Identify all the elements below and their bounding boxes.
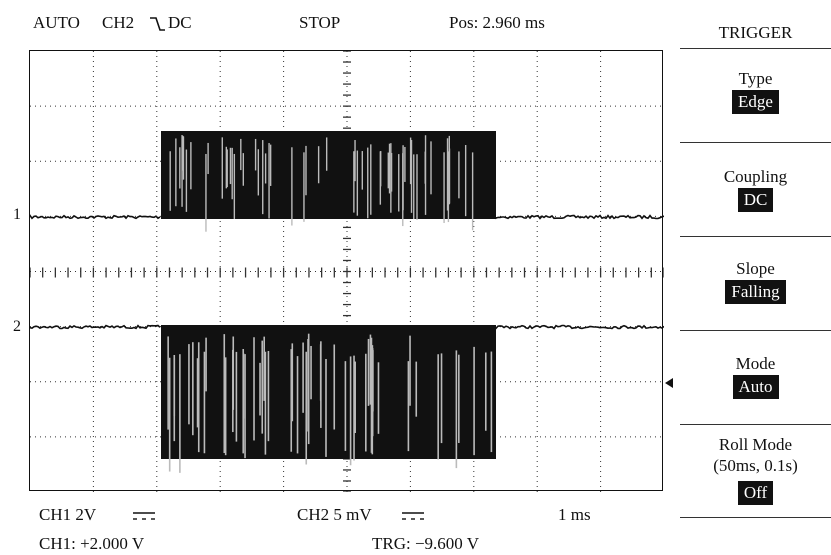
ch2-scale-label: CH2 5 mV [297, 505, 372, 524]
menu-item-mode-label: Mode [735, 354, 776, 373]
trigger-mode-label: AUTO [33, 13, 80, 32]
menu-divider [680, 236, 831, 237]
menu-item-roll-mode-label: Roll Mode [718, 435, 793, 454]
menu-divider [680, 424, 831, 425]
ch1-offset-label: CH1: +2.000 V [39, 534, 145, 553]
menu-item-mode[interactable]: Mode Auto [680, 353, 831, 399]
ch2-baseline-trace [30, 324, 161, 330]
menu-item-coupling[interactable]: Coupling DC [680, 166, 831, 212]
menu-item-roll-mode[interactable]: Roll Mode (50ms, 0.1s) Off [680, 434, 831, 505]
trigger-level-marker-icon [665, 378, 673, 388]
menu-item-slope-label: Slope [736, 259, 775, 278]
timebase-label: 1 ms [558, 505, 591, 524]
menu-item-slope-value: Falling [725, 280, 786, 304]
menu-divider [680, 48, 831, 49]
menu-item-coupling-label: Coupling [723, 167, 788, 186]
ch1-ground-marker: 1 [13, 206, 21, 223]
trigger-menu-title: TRIGGER [680, 22, 831, 43]
trigger-level-label: TRG: −9.600 V [372, 534, 480, 553]
menu-divider [680, 330, 831, 331]
ch2-ground-marker: 2 [13, 318, 21, 335]
ch2-burst-block [161, 325, 496, 459]
menu-item-type-value: Edge [732, 90, 779, 114]
waveform-display[interactable] [29, 50, 664, 492]
ch2-baseline-trace [495, 324, 664, 331]
trigger-position-label: Pos: 2.960 ms [449, 13, 545, 32]
ch1-burst-block [161, 131, 496, 219]
menu-item-roll-mode-sublabel: (50ms, 0.1s) [713, 456, 798, 475]
trigger-source-label: CH2 [102, 13, 135, 32]
menu-item-type-label: Type [738, 69, 773, 88]
menu-item-type[interactable]: Type Edge [680, 68, 831, 114]
waveform-canvas [30, 51, 664, 492]
ch1-scale-label: CH1 2V [39, 505, 97, 524]
ch1-baseline-trace [30, 214, 161, 220]
menu-item-coupling-value: DC [737, 188, 774, 212]
menu-item-mode-value: Auto [732, 375, 779, 399]
menu-divider [680, 517, 831, 518]
ch2-dc-coupling-icon [402, 512, 424, 520]
falling-edge-icon [150, 17, 165, 31]
trigger-coupling-label: DC [168, 13, 192, 32]
ch1-dc-coupling-icon [133, 512, 155, 520]
menu-item-roll-mode-value: Off [737, 481, 774, 505]
trigger-menu-title-text: TRIGGER [718, 23, 793, 42]
menu-item-slope[interactable]: Slope Falling [680, 258, 831, 304]
ch1-baseline-trace [495, 214, 664, 220]
menu-divider [680, 142, 831, 143]
run-state-label: STOP [299, 13, 341, 32]
